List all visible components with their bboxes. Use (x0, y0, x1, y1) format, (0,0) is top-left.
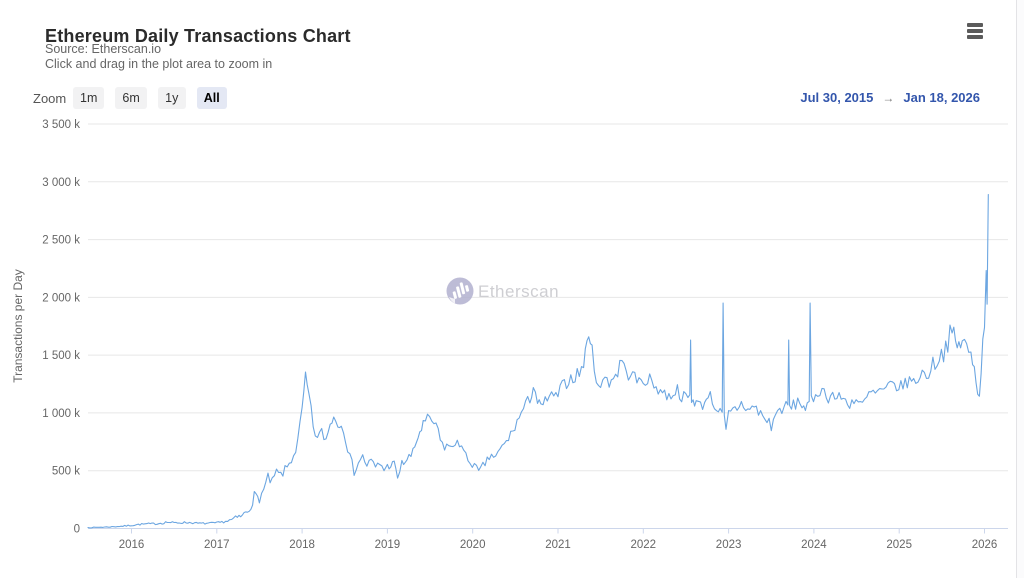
zoom-label: Zoom (33, 91, 67, 106)
etherscan-logo-icon (446, 277, 474, 305)
x-axis-ticks (131, 528, 985, 534)
daily-transactions-line (87, 193, 989, 529)
range-from-date[interactable]: Jul 30, 2015 (800, 90, 874, 105)
zoom-1y-button[interactable]: 1y (157, 87, 186, 109)
x-axis-label: 2023 (716, 539, 742, 551)
x-axis-label: 2020 (460, 539, 486, 551)
x-axis-label: 2018 (289, 539, 315, 551)
page-right-border (1016, 0, 1017, 578)
x-axis-label: 2016 (119, 539, 145, 551)
y-axis-title: Transactions per Day (11, 269, 25, 383)
page-title: Ethereum Daily Transactions Chart (45, 26, 351, 47)
hamburger-icon (967, 23, 985, 39)
x-axis-label: 2019 (375, 539, 401, 551)
chart-source: Source: Etherscan.io (45, 42, 162, 56)
date-range-display: Jul 30, 2015 → Jan 18, 2026 (800, 90, 980, 105)
zoom-range-selector: 1m 6m 1y All (73, 87, 227, 109)
x-axis-label: 2024 (801, 539, 827, 551)
y-axis-label: 0 (74, 524, 80, 536)
watermark-text: Etherscan (478, 282, 559, 301)
y-axis-label: 2 000 k (42, 292, 80, 304)
x-axis-labels: 2016 2017 2018 2019 2020 2021 2022 2023 2024 2025… (119, 539, 998, 551)
y-axis-label: 3 500 k (42, 119, 80, 131)
chart-hint: Click and drag in the plot area to zoom … (45, 57, 273, 71)
x-axis-label: 2025 (886, 539, 912, 551)
y-axis-label: 1 500 k (42, 350, 80, 362)
gridlines (88, 123, 1008, 529)
y-axis-label: 500 k (52, 466, 80, 478)
y-axis-labels: 0 500 k 1 000 k 1 500 k 2 000 k 2 500 k 3 000 … (42, 119, 80, 536)
zoom-all-button[interactable]: All (196, 87, 227, 109)
x-axis-label: 2017 (204, 539, 230, 551)
zoom-6m-button[interactable]: 6m (115, 87, 147, 109)
x-axis-label: 2021 (545, 539, 571, 551)
range-arrow-icon: → (882, 90, 895, 105)
y-axis-label: 2 500 k (42, 235, 80, 247)
y-axis-label: 1 000 k (42, 408, 80, 420)
zoom-1m-button[interactable]: 1m (73, 87, 105, 109)
page-right-gutter (1017, 0, 1024, 578)
watermark: Etherscan (446, 277, 559, 305)
chart-context-menu-button[interactable] (962, 19, 990, 43)
range-to-date[interactable]: Jan 18, 2026 (903, 90, 980, 105)
y-axis-label: 3 000 k (42, 177, 80, 189)
x-axis-label: 2022 (631, 539, 657, 551)
x-axis-label: 2026 (972, 539, 998, 551)
plot-area[interactable] (88, 118, 1008, 529)
